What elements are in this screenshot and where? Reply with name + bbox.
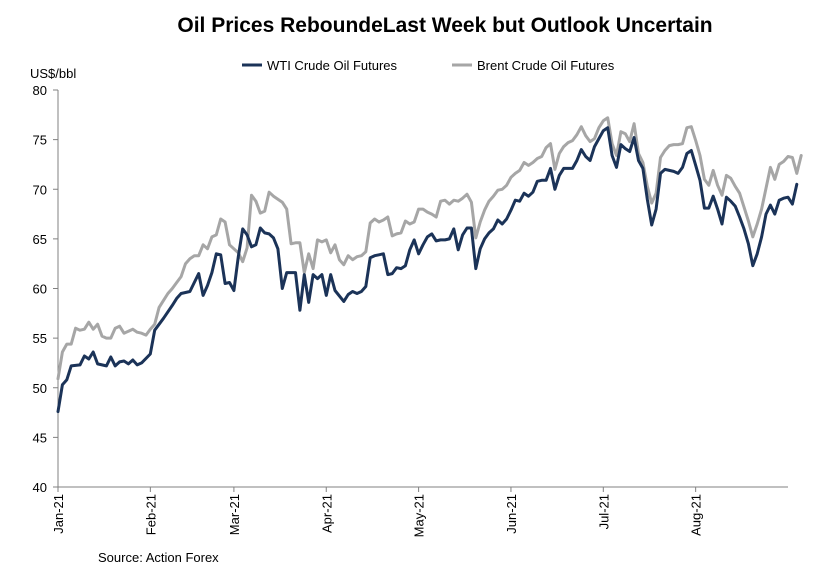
legend: WTI Crude Oil Futures Brent Crude Oil Fu…	[242, 58, 615, 73]
y-tick-label: 50	[33, 381, 47, 396]
legend-label-brent: Brent Crude Oil Futures	[477, 58, 615, 73]
chart-title: Oil Prices ReboundeLast Week but Outlook…	[177, 14, 712, 37]
y-axis: 40 45 50 55 60 65 70 75 80	[33, 83, 59, 495]
legend-label-wti: WTI Crude Oil Futures	[267, 58, 398, 73]
x-axis: Jan-21 Feb-21 Mar-21 Apr-21 May-21 Jun-21 Jul-…	[51, 486, 788, 537]
y-tick-label: 80	[33, 83, 47, 98]
y-tick-label: 70	[33, 182, 47, 197]
x-tick-label: Apr-21	[319, 494, 334, 533]
x-tick-label: Feb-21	[143, 494, 158, 535]
x-tick-label: Jul-21	[596, 494, 611, 529]
y-tick-label: 75	[33, 133, 47, 148]
y-tick-label: 65	[33, 232, 47, 247]
y-tick-label: 40	[33, 480, 47, 495]
y-tick-label: 45	[33, 430, 47, 445]
x-tick-label: Jan-21	[51, 494, 66, 534]
source-note: Source: Action Forex	[98, 550, 219, 565]
y-axis-label: US$/bbl	[30, 66, 76, 81]
x-tick-label: Jun-21	[504, 494, 519, 534]
x-tick-label: May-21	[412, 494, 427, 537]
series-line-brent	[56, 116, 803, 381]
y-tick-label: 60	[33, 282, 47, 297]
y-tick-label: 55	[33, 331, 47, 346]
x-tick-label: Aug-21	[689, 494, 704, 536]
series-line-wti	[56, 126, 799, 414]
series-lines	[56, 116, 803, 414]
x-tick-label: Mar-21	[227, 494, 242, 535]
